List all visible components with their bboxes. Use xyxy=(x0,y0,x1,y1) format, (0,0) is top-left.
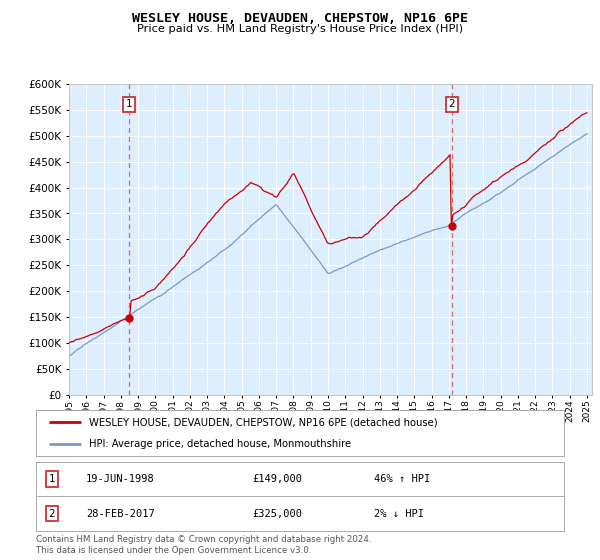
Text: 46% ↑ HPI: 46% ↑ HPI xyxy=(374,474,430,484)
Text: 19-JUN-1998: 19-JUN-1998 xyxy=(86,474,155,484)
Text: Price paid vs. HM Land Registry's House Price Index (HPI): Price paid vs. HM Land Registry's House … xyxy=(137,24,463,34)
Text: 1: 1 xyxy=(49,474,55,484)
Text: WESLEY HOUSE, DEVAUDEN, CHEPSTOW, NP16 6PE (detached house): WESLEY HOUSE, DEVAUDEN, CHEPSTOW, NP16 6… xyxy=(89,417,437,427)
Text: HPI: Average price, detached house, Monmouthshire: HPI: Average price, detached house, Monm… xyxy=(89,439,351,449)
Text: WESLEY HOUSE, DEVAUDEN, CHEPSTOW, NP16 6PE: WESLEY HOUSE, DEVAUDEN, CHEPSTOW, NP16 6… xyxy=(132,12,468,25)
Text: 2% ↓ HPI: 2% ↓ HPI xyxy=(374,508,424,519)
Text: £149,000: £149,000 xyxy=(253,474,302,484)
Text: 2: 2 xyxy=(49,508,55,519)
Text: 1: 1 xyxy=(125,99,132,109)
Text: 2: 2 xyxy=(448,99,455,109)
Text: 28-FEB-2017: 28-FEB-2017 xyxy=(86,508,155,519)
Text: £325,000: £325,000 xyxy=(253,508,302,519)
Text: Contains HM Land Registry data © Crown copyright and database right 2024.
This d: Contains HM Land Registry data © Crown c… xyxy=(36,535,371,555)
